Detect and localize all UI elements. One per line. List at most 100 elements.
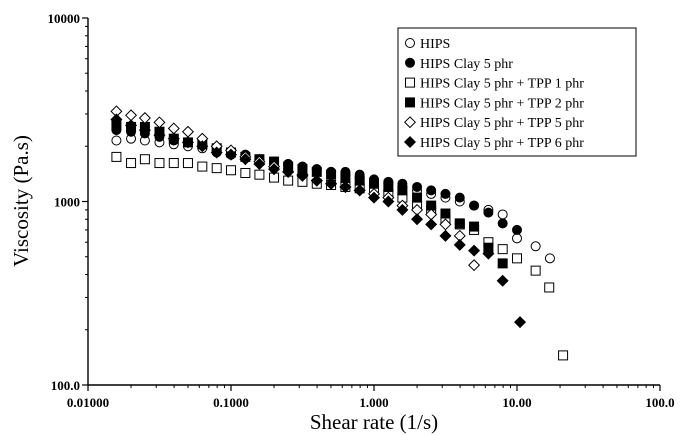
data-point bbox=[497, 209, 508, 220]
data-point bbox=[224, 148, 238, 161]
data-point bbox=[439, 229, 452, 242]
data-point bbox=[497, 244, 508, 255]
data-point bbox=[558, 350, 569, 361]
data-point bbox=[182, 158, 193, 169]
y-tick-label: 10000 bbox=[48, 11, 81, 26]
data-point bbox=[197, 161, 208, 172]
data-point bbox=[497, 218, 508, 229]
data-point bbox=[454, 192, 465, 203]
data-point bbox=[512, 224, 522, 235]
data-point bbox=[181, 125, 194, 138]
x-tick-label: 10.00 bbox=[502, 395, 531, 410]
data-point bbox=[125, 119, 138, 132]
data-point bbox=[514, 316, 527, 329]
series-6 bbox=[110, 113, 527, 329]
data-point bbox=[210, 146, 223, 159]
data-point bbox=[340, 172, 351, 183]
data-point bbox=[412, 192, 423, 203]
data-point bbox=[167, 122, 180, 135]
data-point bbox=[512, 253, 522, 264]
data-point bbox=[426, 185, 437, 196]
data-point bbox=[469, 221, 480, 232]
data-point bbox=[310, 174, 323, 187]
data-point bbox=[226, 165, 236, 176]
data-point bbox=[353, 184, 366, 197]
series-3 bbox=[111, 151, 569, 361]
data-point bbox=[126, 158, 137, 169]
data-point bbox=[453, 238, 466, 251]
legend-label: HIPS Clay 5 phr bbox=[420, 57, 513, 72]
data-point bbox=[253, 158, 266, 171]
legend-marker bbox=[403, 116, 417, 129]
data-point bbox=[396, 203, 409, 216]
data-point bbox=[167, 132, 180, 145]
axis-ticks: 0.01000 0.1000 1.000 10.00 100.0 100.0 1000 100… bbox=[48, 11, 675, 410]
data-point bbox=[111, 135, 122, 146]
data-point bbox=[181, 136, 194, 149]
legend: HIPS HIPS Clay 5 phr HIPS Clay 5 phr + TPP… bbox=[397, 27, 637, 157]
data-point bbox=[211, 163, 222, 174]
legend-label: HIPS Clay 5 phr + TPP 2 phr bbox=[420, 96, 584, 111]
legend-marker bbox=[405, 77, 415, 88]
data-point bbox=[325, 177, 338, 190]
data-point bbox=[544, 282, 555, 293]
legend-label: HIPS Clay 5 phr + TPP 1 phr bbox=[420, 77, 584, 92]
data-point bbox=[382, 195, 395, 208]
data-point bbox=[367, 191, 381, 204]
data-point bbox=[412, 181, 423, 192]
data-point bbox=[154, 158, 165, 169]
data-point bbox=[339, 180, 352, 193]
data-point bbox=[411, 213, 424, 226]
data-point bbox=[482, 247, 495, 260]
data-point bbox=[153, 129, 166, 142]
legend-marker bbox=[405, 97, 415, 108]
data-point bbox=[354, 175, 365, 186]
legend-marker bbox=[405, 38, 415, 48]
data-point bbox=[254, 169, 265, 180]
data-point bbox=[125, 109, 138, 122]
y-tick-label: 100.0 bbox=[51, 378, 80, 393]
legend-marker bbox=[403, 135, 417, 149]
legend-label: HIPS Clay 5 phr + TPP 6 phr bbox=[420, 136, 584, 151]
legend-marker bbox=[405, 57, 415, 68]
data-point bbox=[530, 241, 541, 252]
data-point bbox=[153, 116, 166, 129]
data-point bbox=[369, 178, 379, 189]
x-tick-label: 0.01000 bbox=[67, 395, 109, 410]
x-tick-label: 1.000 bbox=[359, 395, 388, 410]
data-point bbox=[440, 208, 451, 219]
data-point bbox=[196, 140, 209, 153]
x-tick-label: 100.0 bbox=[645, 395, 674, 410]
x-axis-title: Shear rate (1/s) bbox=[310, 410, 438, 434]
data-point bbox=[138, 124, 151, 137]
legend-box bbox=[397, 27, 637, 157]
data-point bbox=[397, 185, 408, 196]
data-point bbox=[496, 274, 509, 287]
data-point bbox=[110, 113, 123, 126]
data-point bbox=[111, 151, 122, 162]
data-point bbox=[296, 169, 309, 182]
data-point bbox=[468, 259, 481, 272]
data-point bbox=[440, 188, 451, 199]
x-tick-label: 0.1000 bbox=[213, 395, 249, 410]
legend-label: HIPS Clay 5 phr + TPP 5 phr bbox=[420, 116, 584, 131]
data-points bbox=[110, 105, 569, 361]
data-point bbox=[139, 154, 150, 165]
legend-label: HIPS bbox=[420, 37, 450, 52]
data-point bbox=[530, 265, 541, 276]
data-point bbox=[138, 112, 151, 125]
y-tick-label: 1000 bbox=[54, 195, 80, 210]
data-point bbox=[282, 165, 295, 178]
data-point bbox=[544, 253, 555, 264]
data-point bbox=[240, 167, 251, 178]
data-point bbox=[469, 200, 480, 211]
data-point bbox=[268, 163, 281, 176]
data-point bbox=[497, 258, 508, 269]
data-point bbox=[425, 218, 438, 231]
y-axis-title: Viscosity (Pa.s) bbox=[9, 135, 33, 267]
data-point bbox=[468, 244, 481, 257]
data-point bbox=[239, 153, 252, 166]
data-point bbox=[168, 158, 179, 169]
data-point bbox=[439, 218, 452, 231]
